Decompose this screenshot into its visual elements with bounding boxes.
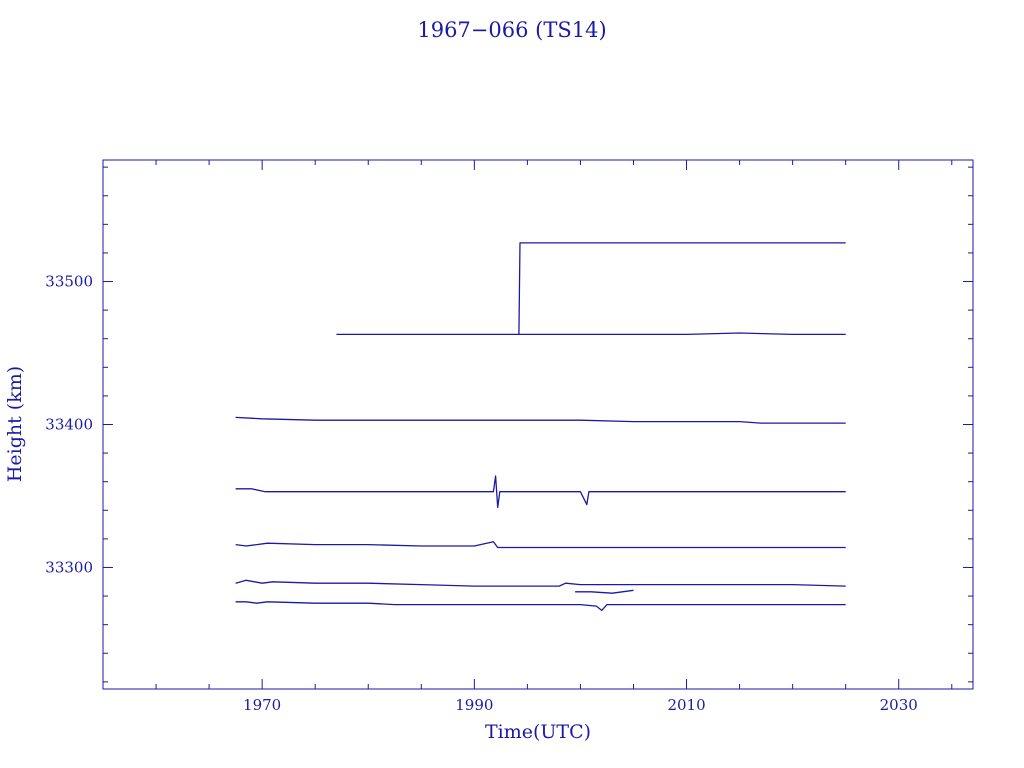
y-tick-label: 33500 [45,273,93,291]
x-tick-label: 2030 [880,696,918,714]
series-line-6 [235,579,846,587]
series-line-2 [518,242,846,335]
y-tick-label: 33300 [45,558,93,576]
axis-ticks [102,160,973,689]
x-tick-label: 1970 [243,696,281,714]
series-group [235,242,846,612]
y-tick-label: 33400 [45,416,93,434]
series-line-5 [235,541,846,549]
x-tick-label: 2010 [667,696,705,714]
plot-frame [102,159,974,690]
series-line-1 [336,332,846,336]
series-line-7 [575,589,634,594]
chart-title: 1967−066 (TS14) [417,18,606,42]
series-line-8 [235,601,846,612]
y-tick-labels: 33300 33400 33500 [45,273,93,577]
y-axis-label: Height (km) [4,366,26,482]
series-line-4 [235,475,846,509]
x-tick-label: 1990 [455,696,493,714]
series-line-3 [235,416,846,424]
x-axis-label: Time(UTC) [485,721,591,743]
x-tick-labels: 1970 1990 2010 2030 [243,696,918,714]
